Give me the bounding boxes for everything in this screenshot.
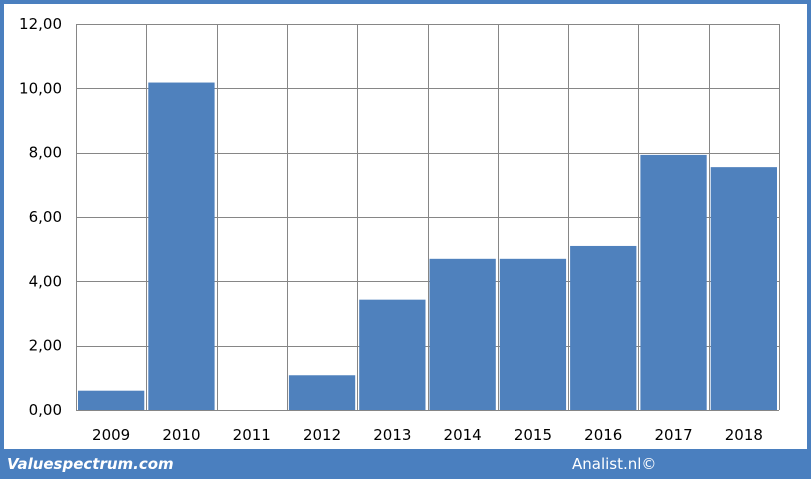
bar-2014 [429,258,496,410]
x-tick-label: 2013 [373,426,411,444]
bar-layer [78,82,777,410]
x-tick-label: 2009 [92,426,130,444]
copyright-watermark: Analist.nl© [572,455,657,473]
x-tick-label: 2010 [162,426,200,444]
x-axis-ticks: 2009 2010 2011 2012 2013 2014 2015 2016 2017 2018 [92,426,763,444]
x-tick-label: 2018 [725,426,763,444]
x-tick-label: 2016 [584,426,622,444]
y-tick-label: 10,00 [19,79,62,97]
y-tick-label: 4,00 [29,272,62,290]
y-tick-label: 0,00 [29,401,62,419]
bar-2018 [710,167,777,410]
bar-2016 [570,245,637,410]
bar-2010 [148,82,215,410]
y-tick-label: 6,00 [29,208,62,226]
bar-2013 [359,299,426,410]
x-tick-label: 2015 [514,426,552,444]
bar-2012 [288,375,356,410]
x-tick-label: 2011 [233,426,271,444]
bar-2015 [499,258,567,410]
source-watermark: Valuespectrum.com [7,455,174,473]
x-tick-label: 2017 [654,426,692,444]
y-axis-ticks: 0,00 2,00 4,00 6,00 8,00 10,00 12,00 [19,15,62,419]
y-tick-label: 2,00 [29,337,62,355]
x-tick-label: 2012 [303,426,341,444]
x-tick-label: 2014 [444,426,482,444]
bar-2017 [640,154,707,410]
bar-2009 [78,390,145,410]
footer-bar: Valuespectrum.com Analist.nl© [0,449,811,479]
y-tick-label: 12,00 [19,15,62,33]
y-tick-label: 8,00 [29,144,62,162]
